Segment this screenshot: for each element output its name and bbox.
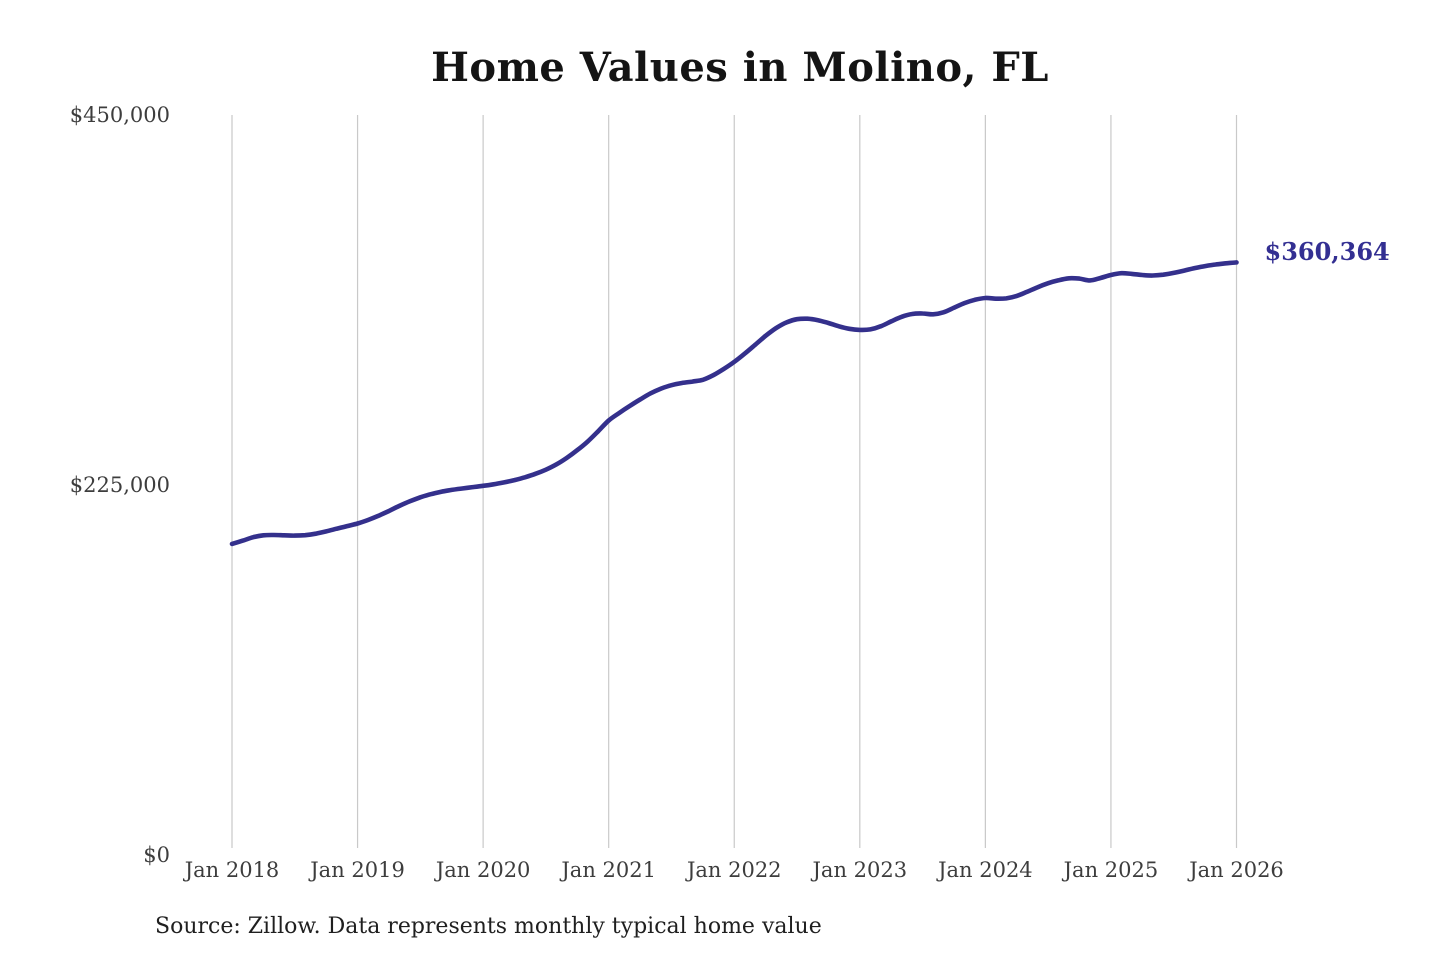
chart-title: Home Values in Molino, FL [431,44,1049,91]
y-axis-tick-label: $225,000 [69,473,170,497]
x-axis-tick-label: Jan 2019 [310,858,405,882]
y-axis-tick-label: $0 [143,843,170,867]
x-axis-tick-label: Jan 2018 [184,858,280,882]
x-axis-tick-label: Jan 2024 [938,858,1033,882]
latest-value-label: $360,364 [1264,237,1390,267]
y-axis-tick-label: $450,000 [69,103,170,127]
x-axis-tick-label: Jan 2023 [812,858,908,882]
x-axis-tick-label: Jan 2020 [435,858,531,882]
source-note: Source: Zillow. Data represents monthly … [155,914,822,939]
x-axis-tick-label: Jan 2025 [1063,858,1159,882]
x-axis-tick-label: Jan 2026 [1189,858,1284,882]
home-value-line [229,260,1239,547]
x-axis-tick-label: Jan 2022 [686,858,782,882]
x-axis-tick-label: Jan 2021 [561,858,656,882]
